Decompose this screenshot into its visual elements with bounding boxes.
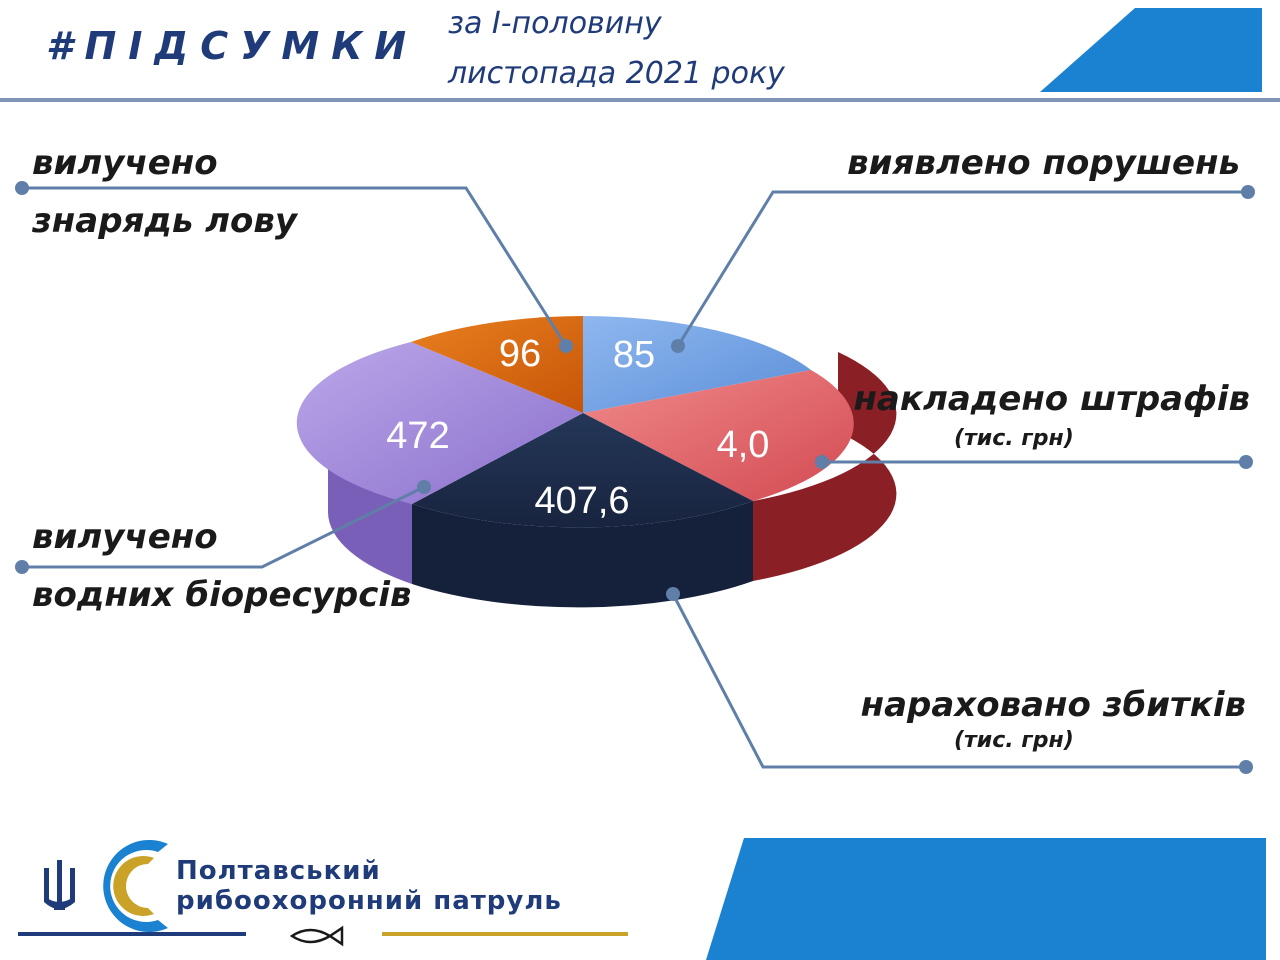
pie-slice-fines	[583, 370, 854, 501]
leader-dot-violations-inner	[671, 339, 685, 353]
value-label-fines: 4,0	[717, 424, 770, 466]
label-fines-unit: (тис. грн)	[954, 426, 1074, 451]
label-gear-line-2: знарядь лову	[32, 201, 298, 241]
pie-side-purple	[327, 432, 412, 584]
label-violations: виявлено порушень	[847, 143, 1240, 183]
leader-dot-bio-inner	[417, 480, 431, 494]
leader-dot-bio-outer	[15, 560, 29, 574]
leader-dot-damages-inner	[666, 587, 680, 601]
swoosh-icon	[103, 840, 168, 932]
trident-icon	[44, 860, 75, 910]
leader-dot-fines-inner	[815, 455, 829, 469]
footer-blue-shape	[706, 838, 1266, 960]
footer-line-right	[382, 932, 628, 936]
subtitle-line-2: листопада 2021 року	[448, 56, 785, 91]
org-logo	[44, 840, 168, 932]
pie-slice-gear	[411, 316, 583, 413]
value-label-gear: 96	[499, 333, 541, 375]
leader-dot-violations-outer	[1241, 185, 1255, 199]
subtitle-line-1: за І-половину	[448, 6, 662, 41]
org-name-line-2: рибоохоронний патруль	[176, 886, 562, 916]
leader-line-damages	[671, 593, 1246, 769]
leader-dot-damages-outer	[1239, 760, 1253, 774]
leader-dot-fines-outer	[1239, 455, 1253, 469]
pie-slice-damages	[412, 413, 753, 528]
label-damages-unit: (тис. грн)	[954, 728, 1074, 753]
org-name-line-1: Полтавський	[176, 856, 381, 886]
pie-slice-violations	[583, 316, 811, 413]
leader-dot-gear-inner	[559, 339, 573, 353]
label-damages: нараховано збитків	[860, 685, 1246, 725]
pie-slice-bio	[296, 342, 583, 504]
hashtag-title: #ПІДСУМКИ	[46, 24, 419, 68]
fish-icon	[289, 925, 344, 947]
leader-dot-gear-outer	[15, 181, 29, 195]
footer-line-left	[18, 932, 246, 936]
value-label-bio: 472	[386, 415, 449, 457]
label-bio-line-2: водних біоресурсів	[32, 575, 412, 615]
leader-line-violations	[676, 190, 1248, 347]
value-label-damages: 407,6	[534, 480, 629, 522]
header-divider	[0, 98, 1280, 102]
label-fines: накладено штрафів	[853, 379, 1250, 419]
label-gear-line-1: вилучено	[32, 143, 218, 183]
header-blue-shape	[1040, 8, 1262, 92]
pie-side-navy	[412, 501, 753, 608]
label-bio-line-1: вилучено	[32, 517, 218, 557]
pie-side-red	[753, 352, 897, 581]
leader-line-gear	[22, 186, 568, 347]
value-label-violations: 85	[613, 334, 655, 376]
leader-line-bio	[22, 485, 425, 569]
